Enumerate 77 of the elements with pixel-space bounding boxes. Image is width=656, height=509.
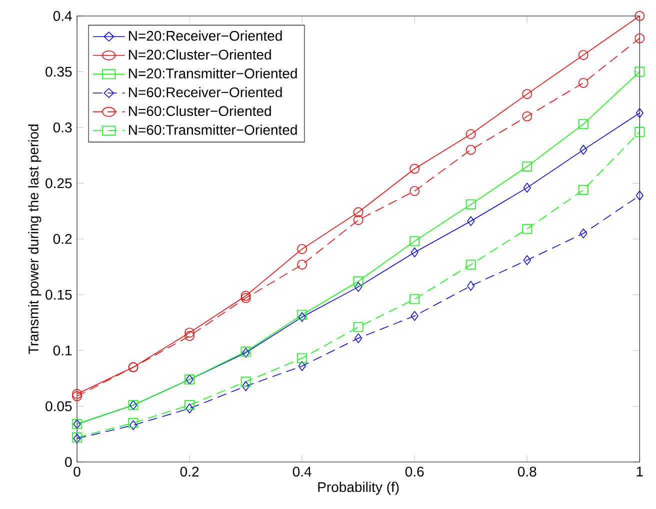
point <box>410 247 418 258</box>
point <box>240 376 251 387</box>
point <box>242 381 250 392</box>
point <box>297 260 308 270</box>
point <box>353 207 364 218</box>
y-tick-label: 0.1 <box>53 346 72 356</box>
point <box>580 228 588 238</box>
x-tick-label: 0.6 <box>405 466 424 477</box>
x-axis-title: Probability (f) <box>318 482 399 495</box>
point <box>353 276 364 286</box>
point <box>523 182 531 193</box>
y-tick-label: 0.35 <box>46 66 72 77</box>
point <box>410 236 420 246</box>
point <box>522 162 532 172</box>
y-tick-label: 0.25 <box>46 178 72 188</box>
point <box>297 310 308 320</box>
x-tick-label: 0 <box>74 466 80 477</box>
point <box>410 294 420 304</box>
point <box>522 111 532 122</box>
legend-label: N=20:Receiver−Oriented <box>129 30 282 41</box>
y-tick-label: 0.4 <box>53 11 72 21</box>
point <box>298 361 306 372</box>
point <box>578 184 588 195</box>
legend-label: N=60:Cluster−Oriented <box>129 106 271 116</box>
point <box>186 404 194 414</box>
point <box>128 418 138 428</box>
point <box>523 255 531 266</box>
point <box>634 127 645 137</box>
x-tick-label: 0.8 <box>518 466 536 477</box>
point <box>636 190 644 200</box>
x-tick-label: 1 <box>636 466 643 476</box>
point <box>297 244 308 254</box>
point <box>578 78 588 88</box>
point <box>297 353 308 364</box>
point <box>580 144 588 155</box>
x-tick-label: 0.2 <box>180 466 199 477</box>
point <box>354 333 362 344</box>
point <box>522 224 532 234</box>
y-axis-title: Transmit power during the last period <box>28 124 42 354</box>
point <box>634 66 645 77</box>
legend-label: N=60:Transmitter−Oriented <box>129 124 297 135</box>
point <box>184 328 194 338</box>
x-tick-label: 0.4 <box>292 466 312 477</box>
legend-label: N=60:Receiver−Oriented <box>129 86 282 98</box>
point <box>240 293 251 304</box>
point <box>634 11 645 21</box>
point <box>410 186 420 196</box>
point <box>298 312 306 322</box>
point <box>184 331 194 341</box>
legend-label: N=20:Transmitter−Oriented <box>129 68 297 78</box>
y-tick-label: 0.15 <box>46 290 72 300</box>
y-tick-label: 0.3 <box>53 122 72 132</box>
y-tick-label: 0 <box>65 457 72 467</box>
point <box>636 108 644 118</box>
point <box>578 119 588 130</box>
point <box>72 389 82 399</box>
point <box>353 322 364 332</box>
point <box>184 400 194 410</box>
point <box>72 391 82 402</box>
y-tick-label: 0.2 <box>53 234 72 244</box>
point <box>354 282 362 292</box>
point <box>578 50 588 60</box>
legend-label: N=20:Cluster−Oriented <box>129 49 271 60</box>
point <box>466 260 476 270</box>
point <box>466 144 476 155</box>
point <box>410 164 420 174</box>
point <box>410 310 418 321</box>
point <box>467 216 475 226</box>
point <box>240 290 251 301</box>
point <box>353 215 364 225</box>
y-tick-label: 0.05 <box>46 401 72 412</box>
point <box>467 280 475 291</box>
point <box>466 129 476 140</box>
point <box>522 89 532 99</box>
point <box>466 199 476 210</box>
point <box>634 33 645 44</box>
point <box>129 420 138 430</box>
